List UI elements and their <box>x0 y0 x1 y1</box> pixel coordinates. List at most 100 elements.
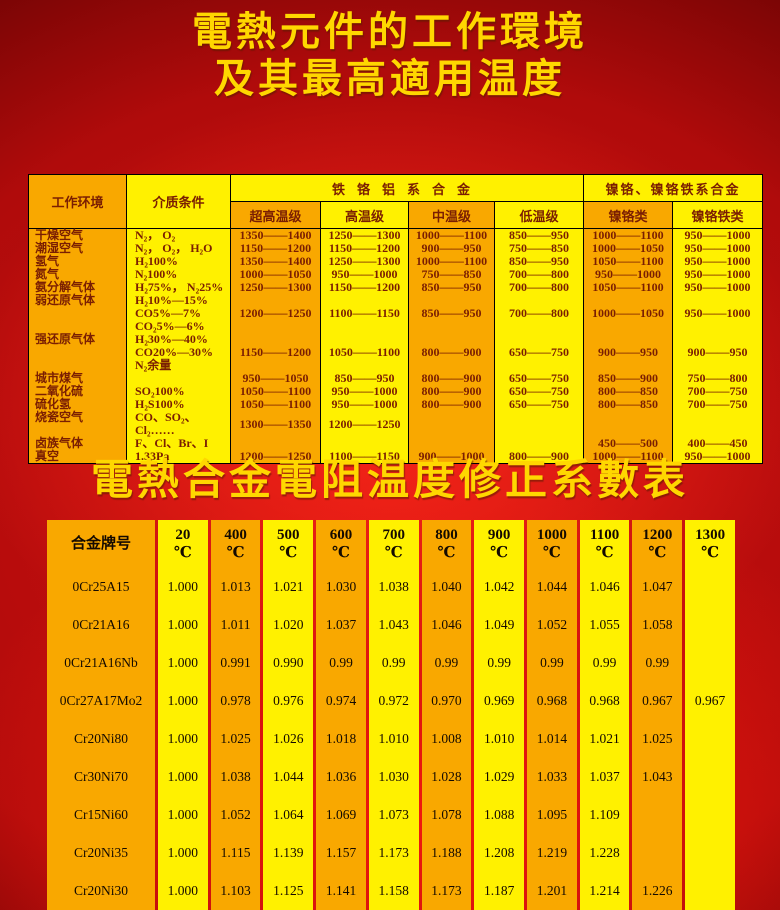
row-label: 干燥空气 <box>28 228 127 242</box>
value-cell: 1.044 <box>263 758 314 796</box>
value-cell: 950——1000 <box>320 268 409 281</box>
value-cell: 850——950 <box>408 281 495 294</box>
value-cell: 1.043 <box>368 606 419 644</box>
value-cell: 1000——1100 <box>408 228 495 242</box>
value-cell: 1100——1150 <box>320 294 409 333</box>
col-header-nicrfe-type: 镍铬铁类 <box>672 201 764 229</box>
value-cell: 750——850 <box>408 268 495 281</box>
main-title: 電熱元件的工作環境 及其最高適用温度 <box>0 8 780 102</box>
row-label: 0Cr27A17Mo2 <box>47 682 155 720</box>
value-cell: 1.226 <box>632 872 683 910</box>
value-cell: 1350——1400 <box>230 255 321 268</box>
table-row: 0Cr21A16 1.000 1.011 1.020 1.037 1.043 1.046 1.… <box>47 606 735 644</box>
value-cell: 1.049 <box>474 606 525 644</box>
value-cell: H₂30%—40% CO20%—30% N₂余量 <box>126 333 231 372</box>
value-cell: 1.021 <box>579 720 630 758</box>
value-cell: 1300——1350 <box>230 411 321 437</box>
value-cell: 700——800 <box>493 294 585 333</box>
value-cell: 1.000 <box>158 796 208 834</box>
value-cell <box>685 834 735 872</box>
value-cell: 800——900 <box>408 398 495 411</box>
value-cell: 1.013 <box>210 568 261 606</box>
value-cell: 450——500 <box>583 437 674 450</box>
value-cell: 1100——1150 <box>320 450 409 464</box>
value-cell: 1.044 <box>527 568 577 606</box>
value-cell: 1.219 <box>527 834 577 872</box>
value-cell: 1.033 <box>527 758 577 796</box>
table-row: 氮气 N₂100% 1000——1050 950——1000 750——850 700——… <box>28 268 764 281</box>
value-cell: 1250——1300 <box>320 228 409 242</box>
value-cell: N₂100% <box>126 268 231 281</box>
working-environment-table: 工作环境 介质条件 铁铬铝系合金 镍铬、镍铬铁系合金 超高温级 高温级 中温级 … <box>28 174 764 464</box>
value-cell: 1.000 <box>158 568 208 606</box>
value-cell: 950——1000 <box>672 450 764 464</box>
value-cell: 0.99 <box>579 644 630 682</box>
value-cell: 400——450 <box>672 437 764 450</box>
row-label: 潮湿空气 <box>28 242 127 255</box>
value-cell: 1.214 <box>579 872 630 910</box>
row-label: Cr15Ni60 <box>47 796 155 834</box>
value-cell: 1.000 <box>158 758 208 796</box>
value-cell: H₂75%， N₂25% <box>126 281 231 294</box>
value-cell: 750——800 <box>672 372 764 385</box>
value-cell: 1.042 <box>474 568 525 606</box>
value-cell: 1.173 <box>368 834 419 872</box>
value-cell: 1.025 <box>210 720 261 758</box>
value-cell: 700——750 <box>672 398 764 411</box>
row-label: Cr20Ni80 <box>47 720 155 758</box>
table-row: 烧瓷空气 CO、SO₂、Cl₂…… 1300——1350 1200——1250 <box>28 411 764 437</box>
row-label: 氨分解气体 <box>28 281 127 294</box>
value-cell: 1.037 <box>316 606 366 644</box>
value-cell <box>408 411 495 437</box>
resistance-correction-table-body: 0Cr25A15 1.000 1.013 1.021 1.030 1.038 1.040 1.… <box>47 568 735 910</box>
value-cell: 1.046 <box>579 568 630 606</box>
row-label: 弱还原气体 <box>28 294 127 333</box>
value-cell: 1.201 <box>527 872 577 910</box>
value-cell: 1000——1050 <box>583 294 674 333</box>
value-cell <box>685 758 735 796</box>
value-cell: 800——850 <box>583 398 674 411</box>
value-cell: 950——1000 <box>672 281 764 294</box>
value-cell <box>632 796 683 834</box>
value-cell: 0.974 <box>316 682 366 720</box>
value-cell: 1.073 <box>368 796 419 834</box>
value-cell: 1.025 <box>632 720 683 758</box>
value-cell: 0.990 <box>263 644 314 682</box>
value-cell: 0.991 <box>210 644 261 682</box>
value-cell: 950——1000 <box>320 385 409 398</box>
value-cell: 1.052 <box>210 796 261 834</box>
value-cell: 1.141 <box>316 872 366 910</box>
value-cell: 950——1050 <box>230 372 321 385</box>
value-cell: 1.043 <box>632 758 683 796</box>
value-cell: 1150——1200 <box>230 242 321 255</box>
table-row: 0Cr27A17Mo2 1.000 0.978 0.976 0.974 0.972 0.97… <box>47 682 735 720</box>
value-cell: 1000——1050 <box>583 242 674 255</box>
value-cell: F、Cl、Br、I <box>126 437 231 450</box>
value-cell: 0.969 <box>474 682 525 720</box>
table-row: 氨分解气体 H₂75%， N₂25% 1250——1300 1150——1200 850… <box>28 281 764 294</box>
value-cell: 1.115 <box>210 834 261 872</box>
value-cell: 650——750 <box>493 372 585 385</box>
value-cell: 1.228 <box>579 834 630 872</box>
value-cell: 1.046 <box>421 606 472 644</box>
col-group-fecral-alloy: 铁铬铝系合金 <box>229 174 585 202</box>
value-cell: 1.069 <box>316 796 366 834</box>
value-cell: 850——900 <box>583 372 674 385</box>
row-label: 强还原气体 <box>28 333 127 372</box>
value-cell: 1.109 <box>579 796 630 834</box>
table-row: 强还原气体 H₂30%—40% CO20%—30% N₂余量 1150——1200 1… <box>28 333 764 372</box>
value-cell: CO、SO₂、Cl₂…… <box>126 411 231 437</box>
value-cell: 700——800 <box>493 268 585 281</box>
value-cell <box>685 644 735 682</box>
value-cell: 1.187 <box>474 872 525 910</box>
value-cell <box>685 720 735 758</box>
value-cell: 1.028 <box>421 758 472 796</box>
value-cell <box>685 568 735 606</box>
value-cell <box>685 606 735 644</box>
row-label: 0Cr25A15 <box>47 568 155 606</box>
value-cell: 1.026 <box>263 720 314 758</box>
table-row: 硫化氢 H₂S100% 1050——1100 950——1000 800——900 650… <box>28 398 764 411</box>
value-cell: 1.037 <box>579 758 630 796</box>
value-cell: 0.976 <box>263 682 314 720</box>
value-cell <box>408 437 495 450</box>
